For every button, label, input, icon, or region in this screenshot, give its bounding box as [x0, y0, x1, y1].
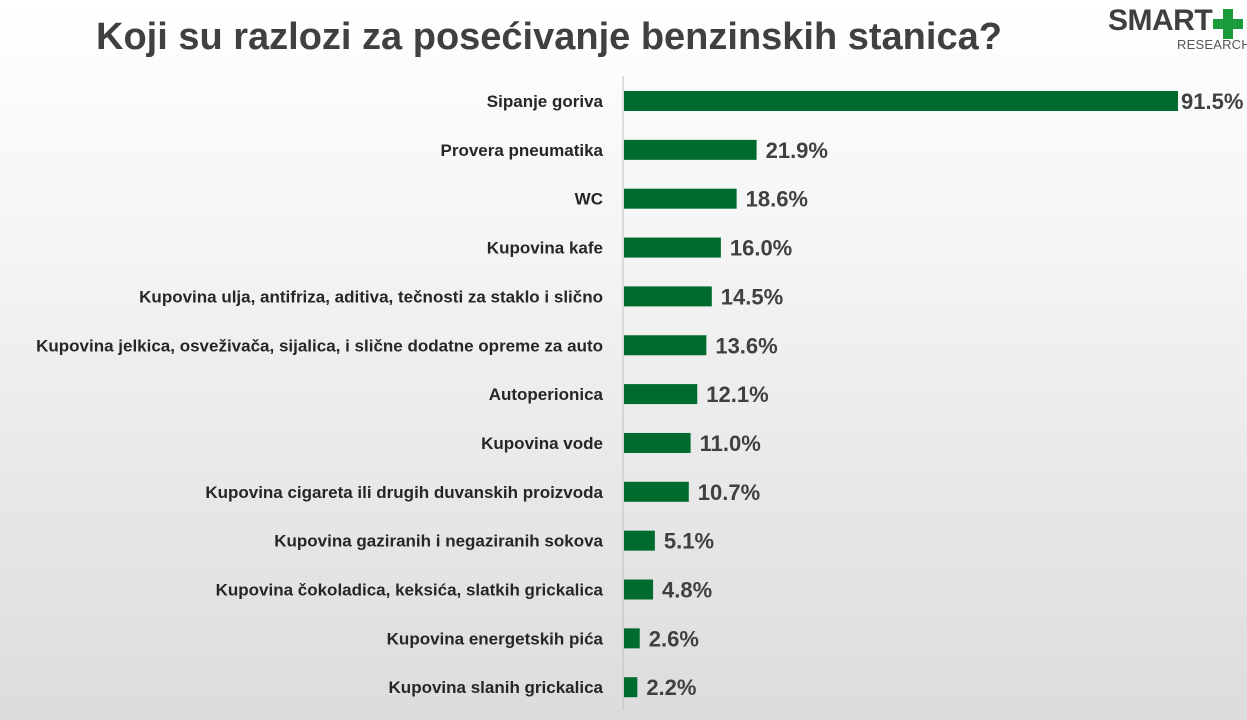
- category-label: Kupovina kafe: [487, 239, 603, 258]
- bar: [624, 139, 757, 160]
- value-label: 91.5%: [1181, 89, 1243, 114]
- bar: [624, 530, 655, 551]
- value-label: 18.6%: [746, 187, 808, 212]
- category-label: Kupovina vode: [481, 434, 603, 453]
- category-label: Kupovina gaziranih i negaziranih sokova: [274, 532, 603, 551]
- category-label: Kupovina cigareta ili drugih duvanskih p…: [205, 483, 603, 502]
- bar: [624, 188, 737, 209]
- category-label: Kupovina ulja, antifriza, aditiva, tečno…: [139, 287, 603, 306]
- bar: [624, 432, 691, 453]
- plus-icon: [1213, 9, 1243, 39]
- value-label: 4.8%: [662, 578, 712, 603]
- category-label: Kupovina čokoladica, keksića, slatkih gr…: [216, 581, 604, 600]
- value-label: 11.0%: [700, 431, 761, 456]
- value-label: 14.5%: [721, 284, 783, 309]
- category-label: Kupovina jelkica, osveživača, sijalica, …: [36, 336, 603, 355]
- bar: [624, 628, 640, 649]
- bar: [624, 335, 707, 356]
- logo-wordmark: SMART: [1108, 4, 1213, 37]
- value-label: 2.2%: [646, 675, 696, 700]
- chart-title: Koji su razlozi za posećivanje benzinski…: [96, 16, 1002, 58]
- category-label: Provera pneumatika: [440, 141, 603, 160]
- category-label: Sipanje goriva: [487, 92, 604, 111]
- value-label: 21.9%: [766, 138, 828, 163]
- value-label: 12.1%: [706, 382, 768, 407]
- value-label: 2.6%: [649, 626, 699, 651]
- category-label: WC: [575, 190, 603, 209]
- category-label: Kupovina energetskih pića: [387, 629, 604, 648]
- bar: [624, 481, 689, 502]
- bar: [624, 677, 638, 698]
- bar: [624, 286, 712, 307]
- smart-research-logo: SMART RESEARCH: [1108, 4, 1247, 52]
- value-label: 16.0%: [730, 236, 792, 261]
- bar: [624, 237, 721, 258]
- bar: [624, 91, 1178, 111]
- value-label: 5.1%: [664, 529, 714, 554]
- category-label: Autoperionica: [489, 385, 604, 404]
- bar: [624, 384, 698, 405]
- value-label: 13.6%: [715, 333, 777, 358]
- value-label: 10.7%: [698, 480, 760, 505]
- logo-subtitle: RESEARCH: [1177, 37, 1247, 52]
- bar: [624, 579, 654, 600]
- category-label: Kupovina slanih grickalica: [389, 678, 604, 697]
